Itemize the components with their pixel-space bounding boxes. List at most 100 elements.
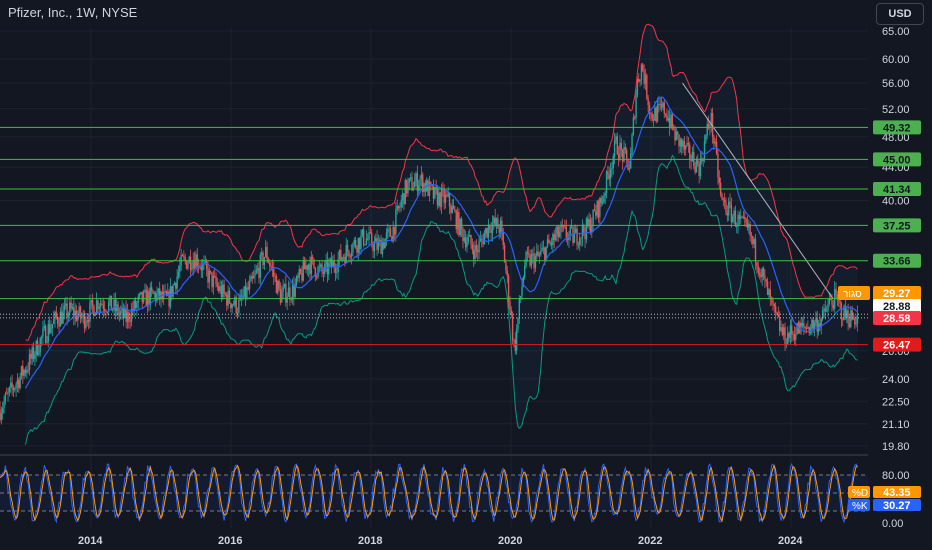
candle-body xyxy=(305,265,307,270)
candle-body xyxy=(209,270,212,273)
candle xyxy=(283,283,286,289)
candle xyxy=(112,308,114,313)
candle xyxy=(717,149,719,185)
candle-body xyxy=(519,296,522,299)
candle xyxy=(107,297,110,317)
candle xyxy=(226,291,228,312)
candle-body xyxy=(336,271,338,273)
candle-body xyxy=(666,114,668,121)
candle xyxy=(730,197,733,228)
candle xyxy=(228,287,231,304)
candle-body xyxy=(200,266,202,271)
candle-body xyxy=(458,212,460,236)
candle xyxy=(832,299,835,311)
candle-body xyxy=(270,265,272,268)
candle-body xyxy=(83,313,86,329)
candle xyxy=(450,203,452,221)
candle-body xyxy=(391,236,393,242)
candle-body xyxy=(87,320,90,322)
price-axis-tick: 48.00 xyxy=(882,132,910,144)
candle-body xyxy=(252,276,255,279)
candle-body xyxy=(477,250,479,253)
level-tag-label: 37.25 xyxy=(883,220,911,232)
candle xyxy=(23,368,25,380)
candle xyxy=(694,161,696,175)
candle xyxy=(1,401,4,420)
candle xyxy=(468,228,471,237)
candle-body xyxy=(164,291,166,293)
candle-body xyxy=(238,300,240,313)
candle-body xyxy=(366,238,369,240)
candle xyxy=(597,199,600,223)
candle xyxy=(670,111,672,130)
candle-body xyxy=(750,235,753,237)
candle-body xyxy=(379,239,381,242)
candle-body xyxy=(413,181,416,188)
candle xyxy=(485,227,487,238)
candle xyxy=(85,316,87,331)
candle-body xyxy=(772,300,774,304)
candle-body xyxy=(545,246,547,261)
candle xyxy=(116,298,118,317)
candle xyxy=(569,224,572,241)
candle xyxy=(205,258,208,277)
candle xyxy=(459,218,461,238)
candle-body xyxy=(597,201,600,218)
candle xyxy=(800,317,802,335)
candle xyxy=(234,294,236,308)
candle-body xyxy=(511,314,514,340)
candle-body xyxy=(48,324,51,333)
candle xyxy=(483,229,486,245)
candle-body xyxy=(756,262,758,266)
candle-body xyxy=(440,189,443,207)
candle xyxy=(383,237,385,250)
candle xyxy=(589,214,592,235)
candle-body xyxy=(644,75,647,84)
candle-body xyxy=(780,327,782,331)
candle-body xyxy=(231,304,233,309)
candle-body xyxy=(65,303,67,306)
candle xyxy=(415,171,417,187)
candle xyxy=(279,282,282,306)
candle xyxy=(501,216,503,241)
candle-body xyxy=(224,293,227,295)
candle-body xyxy=(149,287,151,306)
candle-body xyxy=(38,352,40,355)
candle-body xyxy=(121,307,123,311)
candle-body xyxy=(86,320,88,323)
price-axis-tick: 19.80 xyxy=(882,441,910,453)
candle-body xyxy=(44,326,47,344)
candle-body xyxy=(20,366,23,377)
candle xyxy=(827,298,829,317)
candle xyxy=(432,179,435,205)
candle-body xyxy=(850,310,852,327)
candle xyxy=(132,301,134,317)
candle-body xyxy=(668,117,671,128)
candle xyxy=(218,282,220,294)
candle-body xyxy=(246,287,248,299)
candle-body xyxy=(99,303,102,307)
candle-body xyxy=(714,141,716,144)
candle xyxy=(364,244,366,246)
candle xyxy=(542,240,545,254)
currency-button[interactable]: USD xyxy=(876,3,924,25)
candle-body xyxy=(89,302,91,322)
candle xyxy=(462,226,464,249)
candle xyxy=(140,291,142,295)
candle xyxy=(439,191,441,211)
candle xyxy=(419,175,421,194)
candle-body xyxy=(226,294,228,306)
candle xyxy=(50,320,52,334)
candle xyxy=(737,210,739,235)
candle xyxy=(94,311,96,316)
candle-body xyxy=(517,317,519,329)
candle xyxy=(67,311,70,321)
candle-body xyxy=(259,254,262,278)
candle xyxy=(236,307,239,319)
candle xyxy=(117,301,119,320)
candle-body xyxy=(522,277,525,287)
candle-body xyxy=(1,408,4,414)
candle-body xyxy=(761,268,763,278)
candle xyxy=(475,239,478,258)
